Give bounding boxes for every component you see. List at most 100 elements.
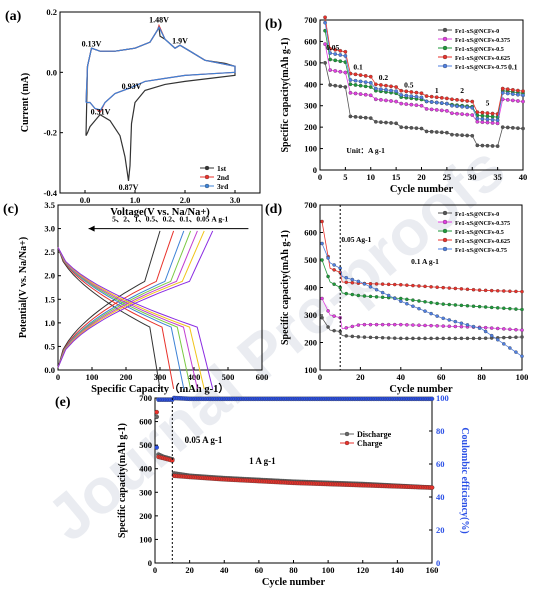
x-tick-label: 140 (391, 565, 404, 575)
cycle-point (350, 324, 355, 329)
y-tick-label: 400 (304, 79, 317, 89)
y-tick-label: 600 (304, 228, 317, 238)
rate-point (516, 88, 520, 93)
cycle-point (441, 285, 445, 290)
cycle-point (332, 263, 336, 267)
y-tick-label: 300 (304, 310, 317, 320)
cycle-point (520, 289, 524, 294)
rate-point (450, 97, 454, 102)
rate-point (348, 78, 353, 82)
rate-point (379, 98, 383, 102)
x-tick-label: 600 (256, 372, 269, 382)
rate-point (439, 108, 444, 113)
rate-point (348, 114, 353, 119)
cycle-point (392, 296, 397, 301)
rate-point (424, 129, 429, 134)
rate-point (470, 113, 475, 117)
legend-a-label: 2nd (217, 173, 230, 182)
rate-point (328, 51, 332, 55)
cycle-point (514, 335, 518, 339)
legend-e-marker (344, 440, 350, 446)
cycle-point (465, 336, 470, 341)
x-tick-label: 0 (318, 372, 322, 382)
legend-d-marker (442, 219, 448, 225)
cycle-point (320, 315, 324, 320)
rate-point (470, 105, 475, 110)
rate-point (333, 83, 338, 88)
x-tick-label: 160 (426, 565, 439, 575)
rate-point (490, 121, 495, 125)
cycle-point (520, 354, 524, 358)
rate-point (389, 121, 393, 125)
rate-point (490, 111, 495, 116)
cycle-point (374, 282, 379, 286)
rate-point (424, 99, 429, 104)
rate-point (404, 93, 409, 98)
cycle-point (508, 335, 512, 340)
rate-point (434, 130, 439, 134)
rate-point (480, 110, 485, 115)
x-tick-label: 200 (120, 372, 133, 382)
legend-b-marker (442, 63, 448, 69)
y-tick-label: 0.0 (46, 67, 57, 77)
y-tick-label: 3.5 (44, 200, 55, 210)
cycle-point (332, 282, 336, 286)
cycle-point (441, 336, 445, 341)
legend-d-marker (442, 210, 448, 216)
rate-point (450, 111, 454, 116)
cycle-point (441, 316, 445, 321)
rate-annotation: 0.5 (404, 81, 414, 90)
x-tick-label: 25 (443, 172, 452, 182)
rate-point (485, 111, 490, 115)
rate-annotation: Unit：A g-1 (346, 146, 385, 155)
panel-label: (b) (265, 17, 282, 32)
cycle-point (483, 288, 488, 293)
rate-point (510, 92, 515, 96)
x-tick-label: 100 (322, 565, 335, 575)
rate-point (399, 101, 404, 106)
charge-curve (57, 230, 185, 368)
cycle-point (502, 289, 506, 293)
legend-d-label: Fe1-xS@NCFs-0.75 (455, 247, 507, 254)
y-tick-label: 500 (304, 58, 317, 68)
rate-point (445, 109, 449, 113)
rate-point (394, 121, 398, 126)
cycle-point (362, 282, 367, 286)
rate-point (480, 143, 485, 148)
rate-point (495, 144, 500, 148)
cycle-point (520, 307, 524, 312)
y-tick-label: 3.0 (44, 224, 55, 234)
cycle-point (405, 336, 409, 341)
cycle-point (459, 336, 464, 341)
cycle-point (405, 323, 409, 327)
rate-point (379, 120, 383, 125)
rate-point (439, 95, 444, 100)
cycle-point (374, 287, 379, 292)
y-tick-label: 1.5 (44, 294, 55, 304)
rate-point (333, 58, 338, 63)
y-tick-label: 0.5 (44, 341, 55, 351)
rate-point (338, 59, 343, 64)
y-tick-label: 700 (139, 393, 152, 403)
rate-point (414, 90, 419, 95)
cycle-point (435, 285, 439, 289)
rate-point (409, 125, 414, 130)
rate-annotation: 0.2 (379, 73, 389, 82)
cycle-point (405, 283, 409, 287)
watermark: Journal Pre-proofs (33, 132, 518, 555)
x-tick-label: 1.0 (130, 195, 141, 205)
cycle-point (477, 326, 482, 330)
legend-d-marker (442, 228, 448, 234)
rate-point (460, 133, 464, 138)
rate-point (394, 89, 398, 94)
cycle-point (350, 281, 355, 285)
cycle-point (435, 336, 439, 341)
rate-point (495, 118, 500, 123)
legend-b-marker (442, 45, 448, 51)
y-tick-label: 700 (304, 15, 317, 25)
cycle-point (399, 322, 403, 327)
rate-point (348, 82, 353, 87)
rate-point (490, 114, 495, 119)
rate-point (368, 81, 373, 85)
rate-point (399, 88, 404, 93)
